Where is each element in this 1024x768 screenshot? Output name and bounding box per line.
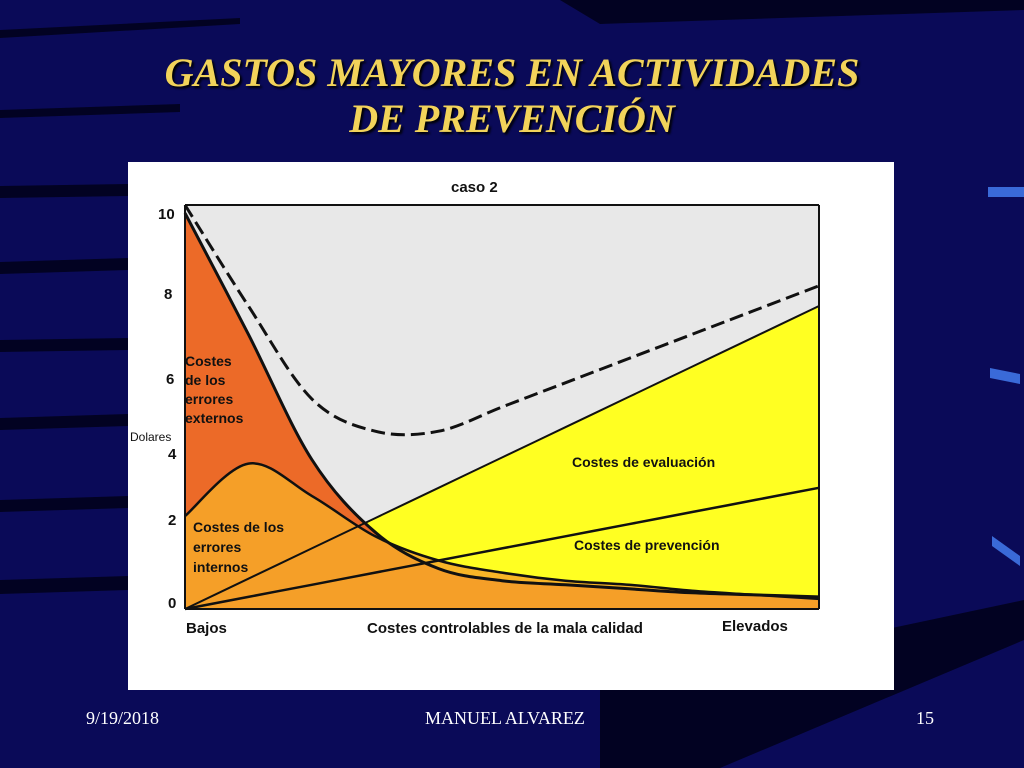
y-tick-label-10: 10	[158, 206, 175, 223]
footer-date: 9/19/2018	[86, 708, 160, 728]
line-costes-prevencion	[184, 486, 820, 611]
footer-page-number: 15	[916, 708, 934, 728]
area-costes-errores-externos	[185, 213, 819, 609]
y-tick-label-0: 0	[168, 595, 176, 612]
x-start-label: Bajos	[186, 620, 227, 637]
y-tick-label-4: 4	[168, 446, 177, 463]
label-costes-prevencion: Costes de prevención	[574, 537, 720, 553]
chart-panel: caso 2 Dolares 10 8 6 4 2 0 Bajos Costes…	[128, 162, 894, 690]
label-costes-errores-externos: Costes de los errores externos	[185, 353, 244, 426]
y-axis-label: Dolares	[130, 430, 171, 444]
slide-title-line-1: GASTOS MAYORES EN ACTIVIDADES	[164, 50, 860, 95]
y-tick-label-6: 6	[166, 371, 174, 388]
slide-title-line-2: DE PREVENCIÓN	[349, 96, 675, 141]
slide-title: GASTOS MAYORES EN ACTIVIDADES DE PREVENC…	[60, 50, 964, 142]
line-costes-evaluacion	[184, 305, 820, 610]
area-costes-errores-internos	[185, 463, 819, 609]
x-end-label: Elevados	[722, 618, 788, 635]
line-costes-errores-externos	[183, 212, 820, 599]
cost-chart: caso 2 Dolares 10 8 6 4 2 0 Bajos Costes…	[130, 179, 820, 637]
x-axis-label: Costes controlables de la mala calidad	[367, 620, 643, 637]
line-total-costs	[183, 204, 820, 437]
y-tick-label-2: 2	[168, 512, 176, 529]
line-costes-errores-internos	[184, 462, 820, 601]
label-costes-errores-internos: Costes de los errores internos	[193, 519, 288, 575]
footer-author: MANUEL ALVAREZ	[425, 708, 585, 728]
y-tick-label-8: 8	[164, 286, 172, 303]
label-costes-evaluacion: Costes de evaluación	[572, 454, 715, 470]
chart-title: caso 2	[451, 179, 498, 196]
